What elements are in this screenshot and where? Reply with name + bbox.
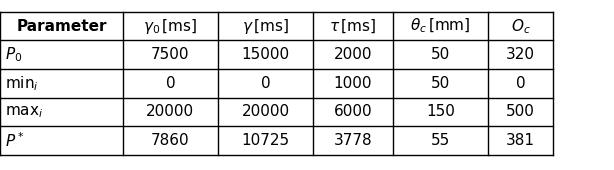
Text: $\theta_c\,[\mathrm{mm}]$: $\theta_c\,[\mathrm{mm}]$ [410, 17, 471, 35]
Text: $P^*$: $P^*$ [5, 131, 25, 150]
Text: 50: 50 [431, 47, 450, 62]
Text: $\gamma_0\,[\mathrm{ms}]$: $\gamma_0\,[\mathrm{ms}]$ [143, 17, 198, 36]
Text: 150: 150 [426, 104, 455, 119]
Text: $P_0$: $P_0$ [5, 45, 22, 64]
Text: 381: 381 [506, 133, 535, 148]
Text: 15000: 15000 [241, 47, 290, 62]
Text: 0: 0 [516, 76, 525, 91]
Text: 1000: 1000 [334, 76, 372, 91]
Text: 50: 50 [431, 76, 450, 91]
Text: $O_c$: $O_c$ [510, 17, 530, 36]
Text: 2000: 2000 [334, 47, 372, 62]
Text: 20000: 20000 [146, 104, 195, 119]
Text: Parameter: Parameter [16, 19, 107, 34]
Text: 7860: 7860 [151, 133, 190, 148]
Text: 20000: 20000 [241, 104, 290, 119]
Text: 6000: 6000 [334, 104, 372, 119]
Text: $\mathrm{max}_i$: $\mathrm{max}_i$ [5, 104, 43, 120]
Text: 55: 55 [431, 133, 450, 148]
Text: 320: 320 [506, 47, 535, 62]
Text: 3778: 3778 [334, 133, 372, 148]
Text: $\mathrm{min}_i$: $\mathrm{min}_i$ [5, 74, 39, 93]
Text: $\tau\,[\mathrm{ms}]$: $\tau\,[\mathrm{ms}]$ [330, 18, 376, 35]
Text: 0: 0 [261, 76, 270, 91]
Text: 7500: 7500 [151, 47, 190, 62]
Text: 500: 500 [506, 104, 535, 119]
Text: 10725: 10725 [241, 133, 290, 148]
Text: $\gamma\,[\mathrm{ms}]$: $\gamma\,[\mathrm{ms}]$ [242, 17, 289, 36]
Text: 0: 0 [166, 76, 175, 91]
